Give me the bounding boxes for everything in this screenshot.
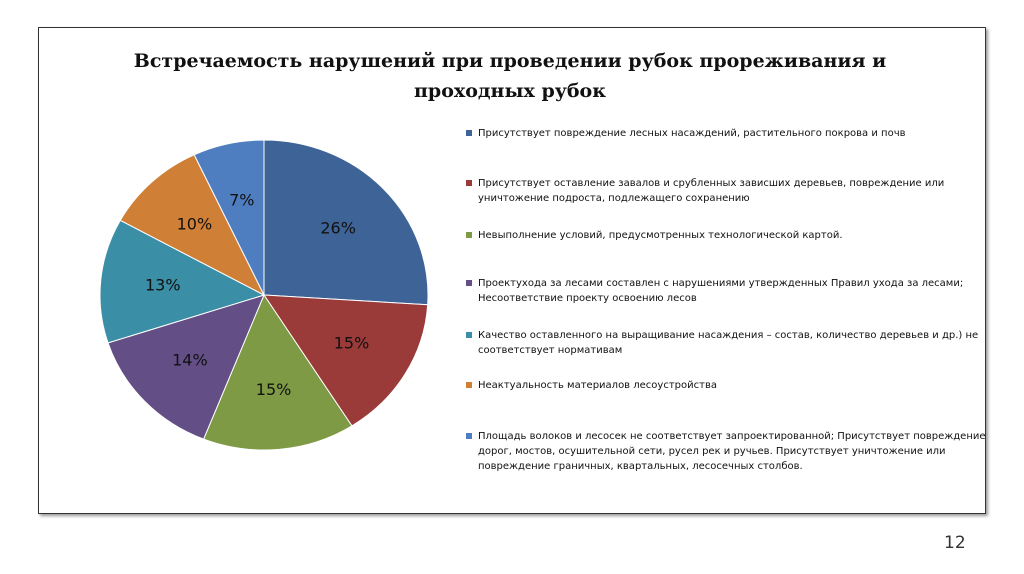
chart-frame <box>38 27 986 514</box>
data-label: 26% <box>320 219 356 238</box>
legend-entry: Присутствует повреждение лесных насажден… <box>466 126 993 141</box>
legend-entry: Невыполнение условий, предусмотренных те… <box>466 228 993 243</box>
legend-label: Присутствует оставление завалов и срубле… <box>478 178 945 204</box>
legend-entry: Проектухода за лесами составлен с наруше… <box>466 276 993 306</box>
pie-slice <box>119 154 266 297</box>
legend-swatch <box>466 232 472 238</box>
legend-swatch <box>466 332 472 338</box>
legend-label: Площадь волоков и лесосек не соответству… <box>478 431 986 472</box>
legend-swatch <box>466 280 472 286</box>
legend-swatch <box>466 130 472 136</box>
pie-slice <box>263 294 429 427</box>
data-label: 15% <box>334 333 370 352</box>
legend-entry: Присутствует оставление завалов и срубле… <box>466 176 993 206</box>
legend-label: Качество оставленного на выращивание нас… <box>478 330 979 356</box>
chart-title: Встречаемость нарушений при проведении р… <box>133 50 887 102</box>
data-label: 10% <box>177 214 213 233</box>
legend-label: Невыполнение условий, предусмотренных те… <box>478 230 843 241</box>
legend-entry: Неактуальность материалов лесоустройства <box>466 378 993 393</box>
data-label: 7% <box>229 191 254 210</box>
data-label: 14% <box>172 350 208 369</box>
pie-slice <box>193 139 265 296</box>
legend-label: Проектухода за лесами составлен с наруше… <box>478 278 964 304</box>
pie-slice <box>202 293 353 451</box>
data-label: 15% <box>256 380 292 399</box>
data-label: 13% <box>145 275 181 294</box>
legend-swatch <box>466 382 472 388</box>
legend-label: Неактуальность материалов лесоустройства <box>478 380 717 391</box>
legend-label: Присутствует повреждение лесных насажден… <box>478 128 906 139</box>
legend-swatch <box>466 180 472 186</box>
page-number: 12 <box>944 533 966 553</box>
legend-entry: Площадь волоков и лесосек не соответству… <box>466 429 993 474</box>
legend-entry: Качество оставленного на выращивание нас… <box>466 328 993 358</box>
legend-swatch <box>466 433 472 439</box>
pie-slice <box>263 139 429 306</box>
pie-slice <box>99 219 266 344</box>
